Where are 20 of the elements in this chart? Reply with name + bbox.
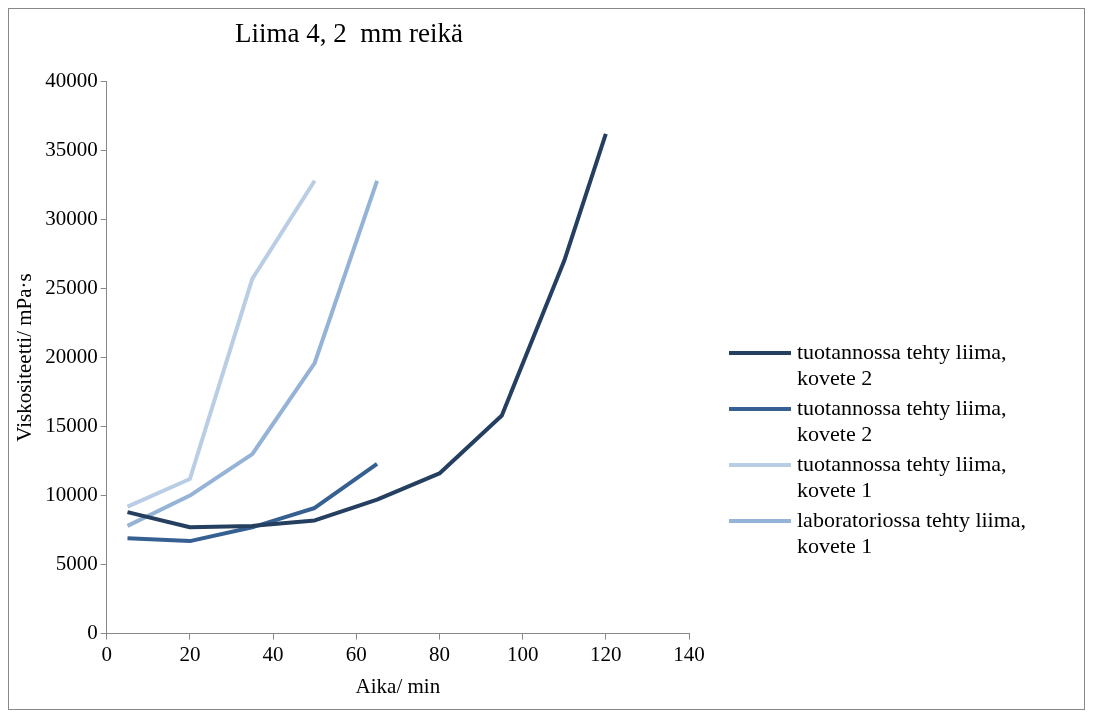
y-tick-label: 0 [87,620,98,645]
x-tick-label: 140 [673,641,705,666]
x-tick-label: 20 [179,641,201,666]
x-tick-label: 60 [345,641,367,666]
legend-label: laboratoriossa tehty liima, kovete 1 [797,507,1028,559]
x-tick-label: 80 [428,641,450,666]
y-tick-label: 40000 [45,67,98,92]
chart-title: Liima 4, 2 mm reikä [235,18,463,49]
y-tick-label: 10000 [45,482,98,507]
y-tick-label: 30000 [45,205,98,230]
y-axis-title: Viskositeetti/ mPa·s [12,273,37,442]
x-axis-title: Aika/ min [355,673,441,698]
y-tick-label: 20000 [45,344,98,369]
y-tick-label: 35000 [45,136,98,161]
y-tick-label: 5000 [55,551,98,576]
y-tick-label: 25000 [45,274,98,299]
x-tick-label: 100 [506,641,539,666]
y-tick-label: 15000 [45,413,98,438]
x-tick-label: 40 [262,641,284,666]
x-tick-label: 120 [590,641,622,666]
